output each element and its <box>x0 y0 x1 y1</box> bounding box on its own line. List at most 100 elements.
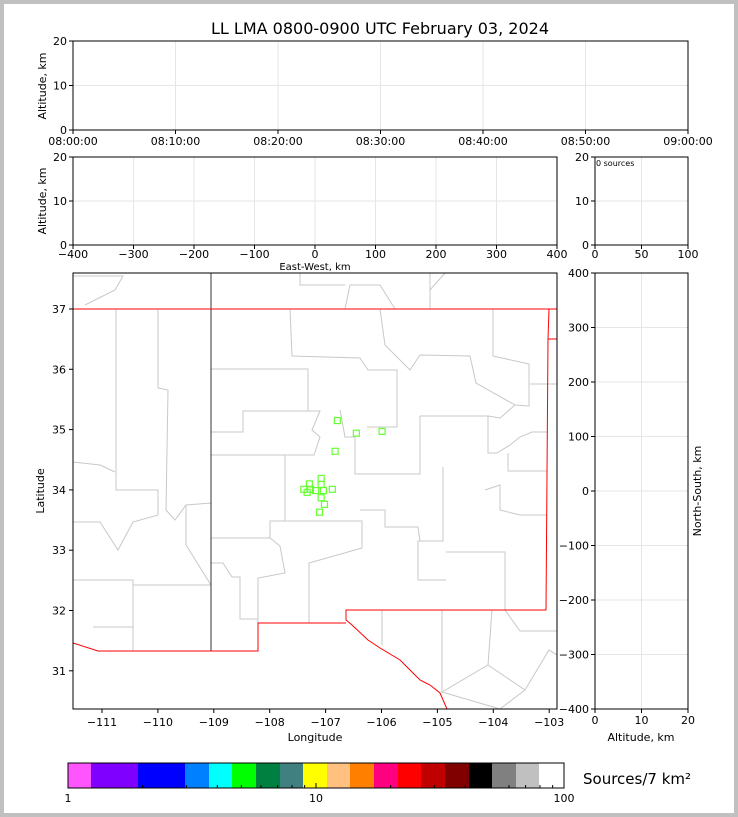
county-line <box>211 562 258 620</box>
ns-axis-tick-label: 400 <box>568 267 589 280</box>
hist-y-axis-tick-label: 10 <box>575 195 589 208</box>
county-line <box>496 431 547 454</box>
ns-axis-tick-label: 300 <box>568 322 589 335</box>
ns-altitude-axes <box>594 272 689 710</box>
county-line <box>299 273 345 286</box>
colorbar-tick-label: 10 <box>309 792 323 805</box>
source-marker <box>378 427 386 436</box>
colorbar-segment <box>256 763 280 788</box>
lon-tick-label: −104 <box>478 716 508 729</box>
alt-ew-axis-tick-label: 10 <box>53 195 67 208</box>
map-ylabel: Latitude <box>34 468 47 514</box>
county-line <box>487 609 493 666</box>
source-marker <box>331 447 339 455</box>
alt-ew-axis-tick-label: 20 <box>53 151 67 164</box>
source-marker <box>317 494 325 502</box>
time-axis-tick-label: 08:10:00 <box>151 135 200 148</box>
panels: 08:00:00 08:10:00 08:20:00 08:30:00 08:40:00… <box>34 35 713 805</box>
source-marker <box>303 488 311 496</box>
colorbar-label: Sources/7 km² <box>583 770 691 788</box>
county-line <box>360 509 421 542</box>
ew-axis-tick-label: 100 <box>365 248 386 261</box>
county-line <box>73 579 134 651</box>
county-line <box>115 309 159 515</box>
ns-axis-tick-label: 100 <box>568 431 589 444</box>
altitude-ew-ylabel: Altitude, km <box>36 167 49 234</box>
alt-axis-tick-label: 10 <box>53 80 67 93</box>
lat-tick-label: 37 <box>52 303 66 316</box>
time-axis-tick-label: 08:40:00 <box>458 135 507 148</box>
county-line <box>379 308 516 419</box>
colorbar-tick-label: 100 <box>554 792 575 805</box>
ns-alt-x-axis-tick-label: 10 <box>635 714 649 727</box>
county-line <box>417 467 446 581</box>
colorbar-segment <box>138 763 185 788</box>
colorbar-segment <box>185 763 209 788</box>
nm-southwest-border <box>73 622 346 652</box>
ns-alt-x-axis-tick-label: 0 <box>592 714 599 727</box>
county-line <box>441 610 526 709</box>
county-line <box>492 309 530 365</box>
county-line <box>289 308 398 428</box>
figure-title: LL LMA 0800-0900 UTC February 03, 2024 <box>211 19 549 38</box>
altitude-ew-axes <box>72 156 558 246</box>
source-marker <box>317 480 325 489</box>
ns-alt-xlabel: Altitude, km <box>607 731 674 744</box>
time-axis-tick-label: 08:00:00 <box>48 135 97 148</box>
colorbar-segment <box>516 763 539 788</box>
hist-x-axis-tick-label: 50 <box>635 248 649 261</box>
alt-ew-axis-tick-label: 0 <box>60 239 67 252</box>
lat-tick-label: 33 <box>52 544 66 557</box>
lon-tick-label: −111 <box>87 716 117 729</box>
figure <box>4 4 734 813</box>
ns-axis-tick-label: −300 <box>559 649 589 662</box>
county-line <box>185 505 212 586</box>
colorbar-segment <box>68 763 91 788</box>
colorbar-segment <box>421 763 445 788</box>
county-line <box>73 461 116 473</box>
ew-axis-tick-label: −400 <box>58 248 88 261</box>
source-marker <box>319 486 327 495</box>
ew-axis-tick-label: −100 <box>239 248 269 261</box>
ns-ylabel: North-South, km <box>691 446 704 537</box>
ns-axis-tick-label: −100 <box>559 540 589 553</box>
hist-y-axis-tick-label: 0 <box>582 239 589 252</box>
colorbar-segment <box>209 763 232 788</box>
ew-axis-tick-label: −300 <box>118 248 148 261</box>
colorbar-segment <box>398 763 421 788</box>
colorbar-segment <box>445 763 469 788</box>
histogram-axes <box>594 156 689 246</box>
time-axis-tick-label: 08:20:00 <box>253 135 302 148</box>
hist-x-axis-tick-label: 100 <box>678 248 699 261</box>
alt-axis-tick-label: 20 <box>53 35 67 48</box>
map-xlabel: Longitude <box>288 731 343 744</box>
lat-tick-label: 32 <box>52 605 66 618</box>
lon-tick-label: −106 <box>366 716 396 729</box>
county-line <box>484 484 547 516</box>
altitude-time-axes <box>72 40 689 131</box>
county-line <box>211 368 309 411</box>
time-axis-tick-label: 08:30:00 <box>356 135 405 148</box>
county-line <box>339 409 421 475</box>
colorbar-segment <box>350 763 374 788</box>
time-axis-tick-label: 08:50:00 <box>561 135 610 148</box>
county-line <box>73 275 124 306</box>
colorbar-segment <box>91 763 138 788</box>
lon-tick-label: −109 <box>199 716 229 729</box>
altitude-time-ylabel: Altitude, km <box>36 52 49 119</box>
colorbar-segment <box>327 763 350 788</box>
county-line <box>429 273 446 291</box>
hist-x-axis-tick-label: 0 <box>592 248 599 261</box>
county-line <box>257 537 286 623</box>
alt-axis-tick-label: 0 <box>60 124 67 137</box>
time-axis-tick-label: 09:00:00 <box>663 135 712 148</box>
lon-tick-label: −110 <box>143 716 173 729</box>
map-axes <box>72 272 558 710</box>
county-line <box>446 551 506 610</box>
county-line <box>420 415 497 454</box>
colorbar-tick-label: 1 <box>65 792 72 805</box>
source-marker <box>333 416 341 425</box>
ns-axis-tick-label: 0 <box>582 485 589 498</box>
lat-tick-label: 35 <box>52 424 66 437</box>
